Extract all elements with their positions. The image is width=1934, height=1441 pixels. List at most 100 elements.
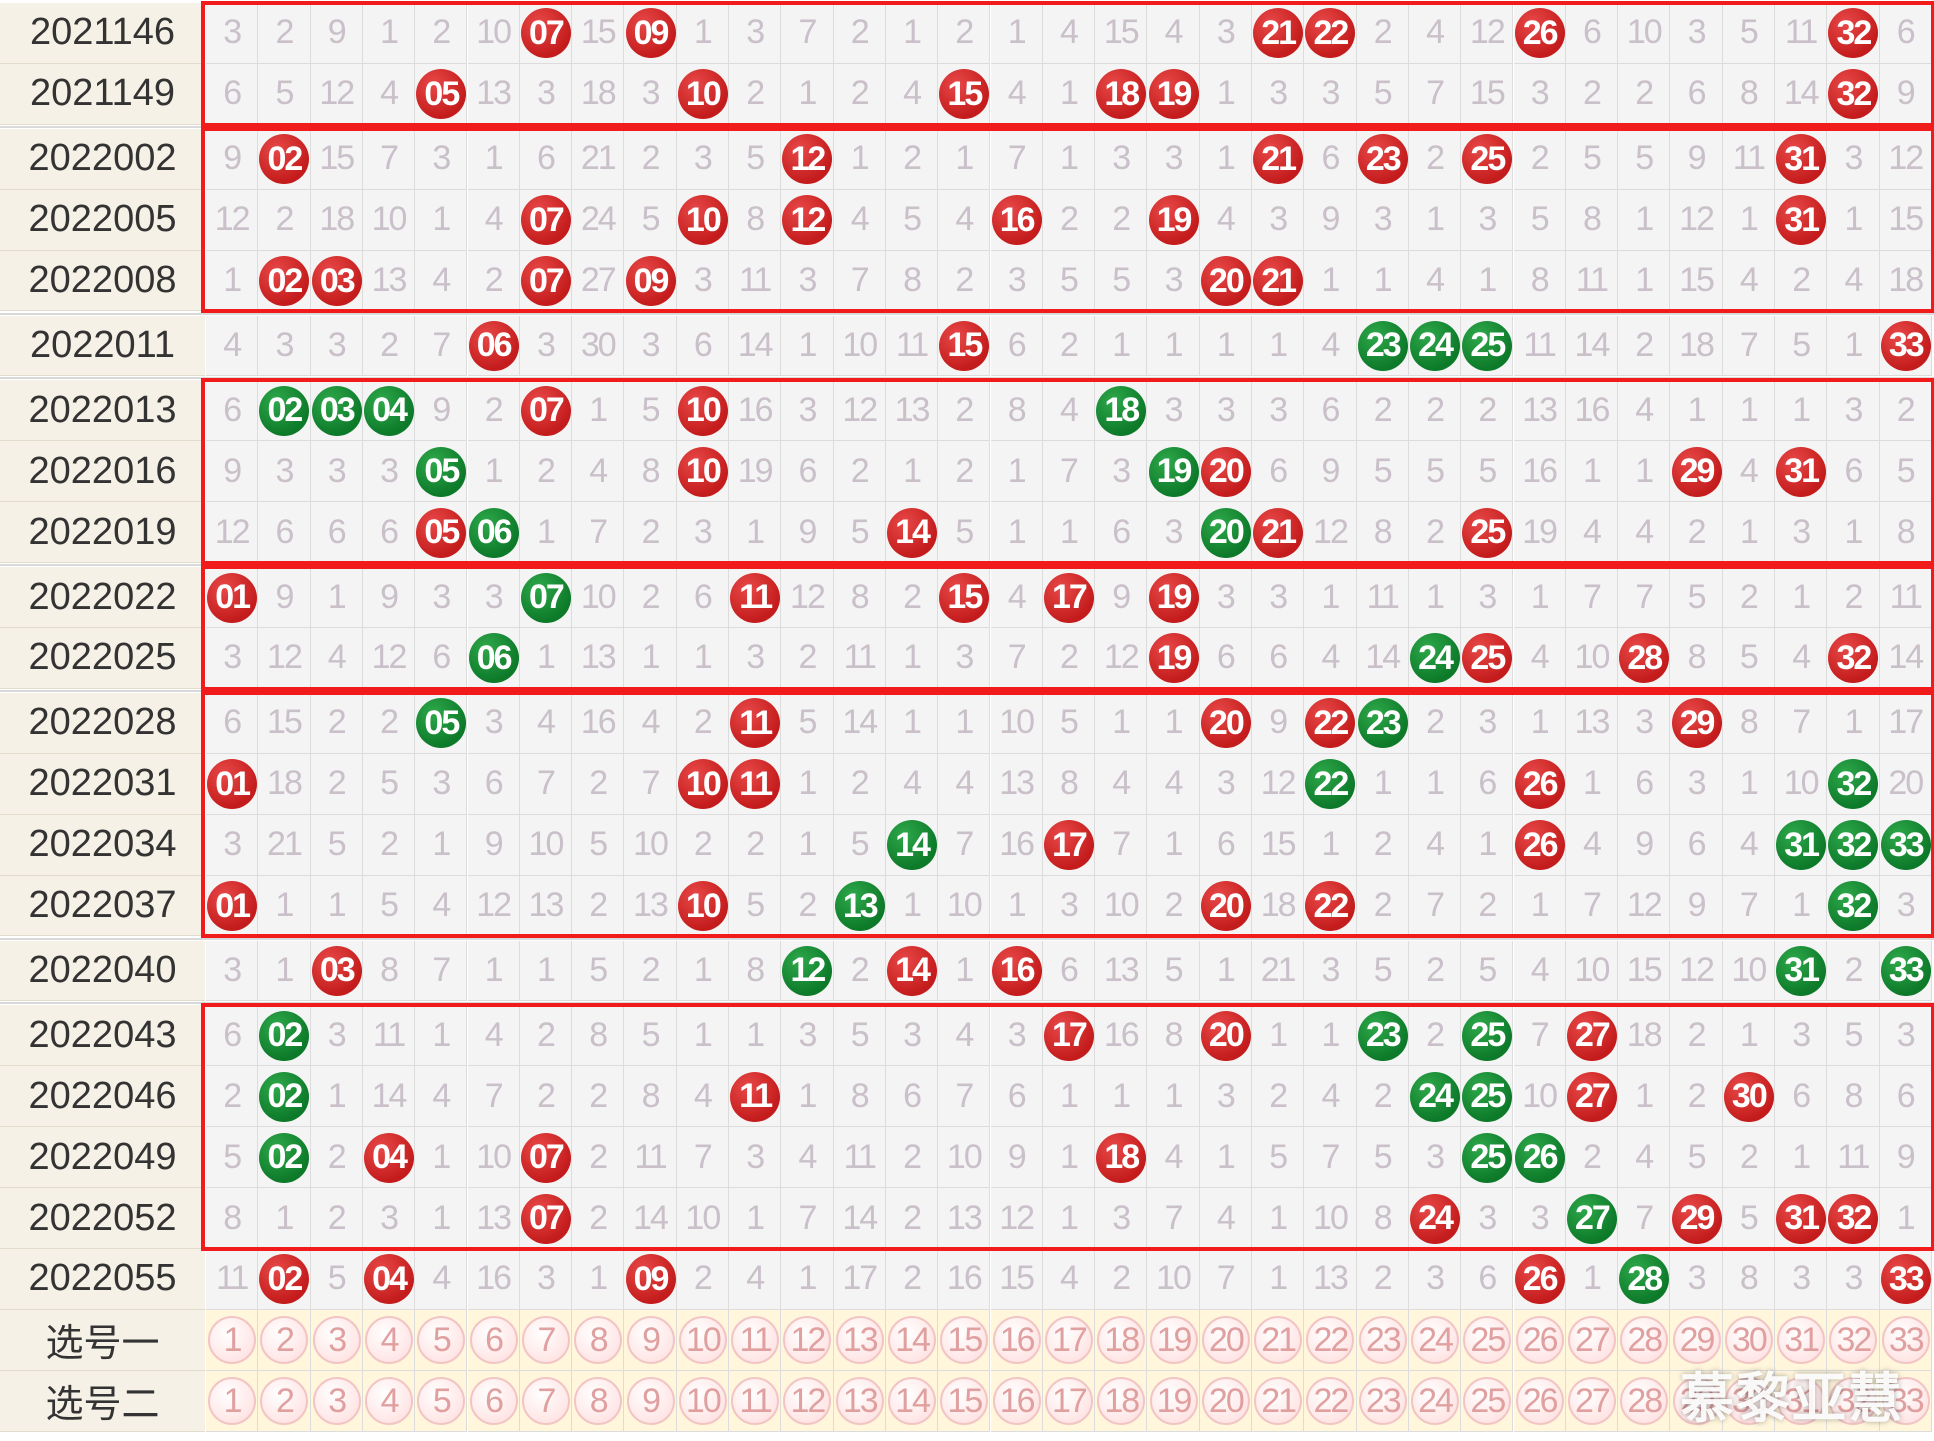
pick-number-ball[interactable]: 15: [940, 1316, 989, 1365]
pick-number-ball[interactable]: 3: [312, 1377, 361, 1426]
pick-number-ball[interactable]: 4: [365, 1377, 414, 1426]
omission-cell: 1: [415, 814, 468, 876]
pick-number-ball[interactable]: 12: [783, 1316, 832, 1365]
pick-number-ball[interactable]: 30: [1724, 1316, 1773, 1365]
pick-number-ball[interactable]: 26: [1515, 1377, 1564, 1426]
pick-number-ball[interactable]: 10: [678, 1316, 727, 1365]
pick-number-ball[interactable]: 25: [1463, 1377, 1512, 1426]
pick-number-ball[interactable]: 23: [1358, 1316, 1407, 1365]
pick-number-ball[interactable]: 24: [1411, 1316, 1460, 1365]
omission-cell: 8: [1722, 63, 1775, 125]
pick-number-ball[interactable]: 5: [417, 1316, 466, 1365]
pick-number-ball[interactable]: 19: [1149, 1316, 1198, 1365]
omission-cell: 6: [258, 502, 311, 564]
pick-number-ball[interactable]: 10: [678, 1377, 727, 1426]
omission-cell: 6: [206, 1005, 259, 1067]
omission-cell: 1: [519, 502, 573, 564]
omission-cell: 4: [467, 189, 520, 251]
pick-number-ball[interactable]: 26: [1515, 1316, 1564, 1365]
pick-number-ball[interactable]: 14: [888, 1377, 937, 1426]
pick-number-ball[interactable]: 32: [1829, 1377, 1878, 1426]
pick-number-ball[interactable]: 8: [574, 1316, 623, 1365]
pick-number-ball[interactable]: 12: [783, 1377, 832, 1426]
green-number-ball: 33: [1880, 945, 1931, 996]
pick-number-ball[interactable]: 13: [835, 1316, 884, 1365]
omission-cell: 12: [310, 63, 363, 125]
pick-number-ball[interactable]: 7: [521, 1316, 570, 1365]
pick-number-ball[interactable]: 32: [1829, 1316, 1878, 1365]
pick-number-ball[interactable]: 7: [521, 1377, 570, 1426]
red-number-ball: 10: [677, 446, 728, 497]
omission-cell: 1: [885, 875, 939, 937]
pick-number-ball[interactable]: 20: [1201, 1377, 1250, 1426]
pick-number-ball[interactable]: 21: [1254, 1377, 1303, 1426]
pick-number-ball[interactable]: 16: [992, 1377, 1041, 1426]
omission-cell: 1: [1670, 380, 1723, 442]
omission-cell: 8: [990, 380, 1043, 442]
pick-number-ball[interactable]: 6: [469, 1316, 518, 1365]
omission-cell: 1: [1513, 875, 1566, 937]
omission-cell: 1: [729, 502, 782, 564]
row-separator: [0, 1002, 1934, 1005]
pick-number-ball[interactable]: 2: [260, 1316, 309, 1365]
pick-number-ball[interactable]: 20: [1201, 1316, 1250, 1365]
pick-number-ball[interactable]: 29: [1672, 1377, 1721, 1426]
pick-number-ball[interactable]: 5: [417, 1377, 466, 1426]
pick-number-ball[interactable]: 29: [1672, 1316, 1721, 1365]
pick-number-ball[interactable]: 27: [1567, 1316, 1616, 1365]
pick-number-ball[interactable]: 33: [1881, 1377, 1930, 1426]
omission-cell: 2: [572, 1066, 625, 1128]
pick-number-ball[interactable]: 24: [1411, 1377, 1460, 1426]
pick-number-ball[interactable]: 21: [1254, 1316, 1303, 1365]
omission-cell: 2: [1722, 1127, 1775, 1189]
pick-number-ball[interactable]: 14: [888, 1316, 937, 1365]
pick-number-ball[interactable]: 15: [940, 1377, 989, 1426]
omission-cell: 4: [1565, 502, 1619, 564]
pick-number-ball[interactable]: 28: [1620, 1316, 1669, 1365]
omission-cell: 3: [624, 315, 677, 377]
pick-number-ball[interactable]: 33: [1881, 1316, 1930, 1365]
pick-number-ball[interactable]: 1: [208, 1316, 257, 1365]
omission-cell: 11: [1356, 567, 1409, 628]
issue-label: 2022055: [0, 1249, 205, 1310]
omission-cell: 16: [1513, 441, 1566, 503]
pick-number-ball[interactable]: 2: [260, 1377, 309, 1426]
omission-cell: 9: [781, 502, 834, 564]
pick-number-ball[interactable]: 3: [312, 1316, 361, 1365]
pick-number-ball[interactable]: 22: [1306, 1377, 1355, 1426]
omission-cell: 3: [1304, 940, 1357, 1002]
pick-number-ball[interactable]: 17: [1044, 1377, 1093, 1426]
omission-cell: 4: [1304, 1066, 1357, 1128]
pick-number-ball[interactable]: 25: [1463, 1316, 1512, 1365]
pick-number-ball[interactable]: 22: [1306, 1316, 1355, 1365]
pick-number-ball[interactable]: 30: [1724, 1377, 1773, 1426]
pick-number-ball[interactable]: 13: [835, 1377, 884, 1426]
omission-cell: 3: [729, 628, 782, 689]
pick-number-ball[interactable]: 11: [731, 1316, 780, 1365]
pick-number-ball[interactable]: 27: [1567, 1377, 1616, 1426]
pick-number-ball[interactable]: 1: [208, 1377, 257, 1426]
pick-number-ball[interactable]: 8: [574, 1377, 623, 1426]
omission-cell: 3: [676, 128, 729, 190]
issue-label: 2022002: [0, 128, 205, 190]
omission-cell: 3: [885, 1005, 939, 1067]
pick-number-ball[interactable]: 31: [1777, 1377, 1826, 1426]
omission-cell: 9: [1879, 63, 1932, 125]
pick-number-ball[interactable]: 6: [469, 1377, 518, 1426]
omission-cell: 4: [1304, 315, 1357, 377]
pick-number-ball[interactable]: 16: [992, 1316, 1041, 1365]
pick-number-ball[interactable]: 19: [1149, 1377, 1198, 1426]
pick-number-ball[interactable]: 18: [1097, 1316, 1146, 1365]
row-separator: [0, 689, 1934, 692]
pick-number-ball[interactable]: 9: [626, 1316, 675, 1365]
pick-number-ball[interactable]: 11: [731, 1377, 780, 1426]
omission-cell: 2: [1670, 502, 1723, 564]
pick-number-ball[interactable]: 18: [1097, 1377, 1146, 1426]
pick-number-ball[interactable]: 4: [365, 1316, 414, 1365]
pick-number-ball[interactable]: 9: [626, 1377, 675, 1426]
pick-number-ball[interactable]: 17: [1044, 1316, 1093, 1365]
pick-number-ball[interactable]: 28: [1620, 1377, 1669, 1426]
omission-cell: 1: [415, 1127, 468, 1189]
pick-number-ball[interactable]: 23: [1358, 1377, 1407, 1426]
pick-number-ball[interactable]: 31: [1777, 1316, 1826, 1365]
